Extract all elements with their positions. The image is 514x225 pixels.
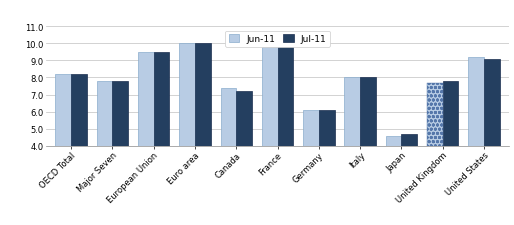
Bar (484, 59, 500, 214)
Bar (278, 46, 293, 214)
Bar (443, 81, 458, 214)
Bar (97, 81, 113, 214)
Legend: Jun-11, Jul-11: Jun-11, Jul-11 (225, 32, 330, 48)
Bar (360, 78, 376, 214)
Bar (179, 44, 195, 214)
Bar (71, 75, 87, 214)
Bar (236, 92, 252, 214)
Bar (113, 81, 128, 214)
Bar (56, 75, 71, 214)
Bar (221, 88, 236, 214)
Bar (262, 47, 278, 214)
Bar (195, 44, 211, 214)
Bar (319, 110, 335, 214)
Bar (303, 110, 319, 214)
Bar (344, 78, 360, 214)
Bar (427, 83, 443, 214)
Bar (401, 134, 417, 214)
Bar (138, 53, 154, 214)
Bar (427, 83, 443, 214)
Bar (154, 53, 169, 214)
Bar (468, 58, 484, 214)
Bar (386, 136, 401, 214)
